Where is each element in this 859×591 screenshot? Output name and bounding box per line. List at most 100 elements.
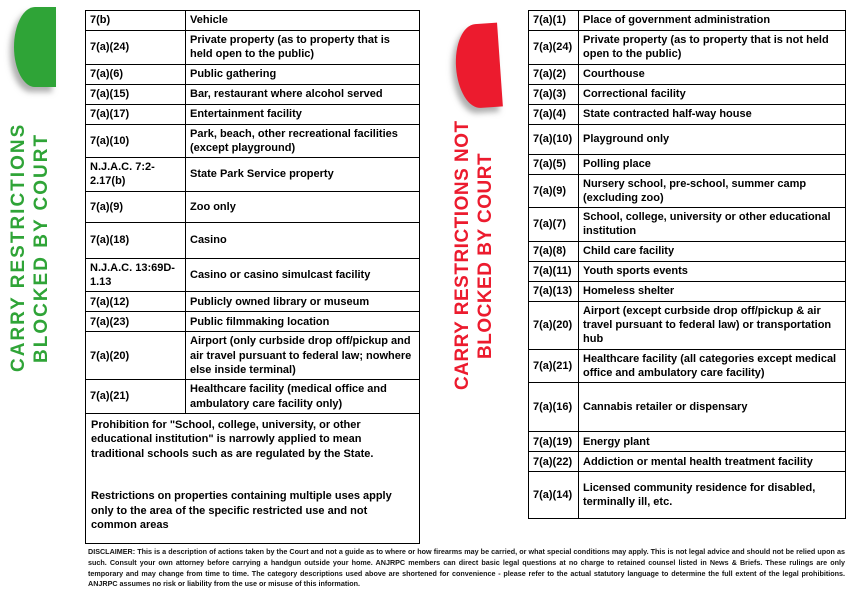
restriction-description-cell: Healthcare facility (all categories exce…: [578, 348, 846, 384]
table-row: 7(a)(16) Cannabis retailer or dispensary: [528, 382, 846, 433]
table-row: 7(a)(14) Licensed community residence for…: [528, 471, 846, 520]
statute-code-cell: 7(a)(20): [528, 300, 579, 350]
blocked-heading-line1: CARRY RESTRICTIONS: [8, 122, 29, 373]
red-semicircle-icon: [453, 22, 503, 110]
restriction-description-cell: Casino or casino simulcast facility: [185, 257, 420, 293]
statute-code-cell: 7(a)(8): [528, 240, 579, 262]
restriction-description-cell: State contracted half-way house: [578, 103, 846, 125]
statute-code-cell: N.J.A.C. 7:2-2.17(b): [85, 157, 186, 192]
statute-code-cell: 7(a)(1): [528, 10, 579, 31]
statute-code-cell: 7(a)(18): [85, 221, 186, 259]
table-row: 7(a)(12) Publicly owned library or museum: [85, 291, 420, 313]
table-row: 7(a)(23) Public filmmaking location: [85, 311, 420, 333]
restriction-description-cell: Entertainment facility: [185, 103, 420, 125]
restriction-description-cell: Park, beach, other recreational faciliti…: [185, 123, 420, 159]
table-row: 7(a)(9) Nursery school, pre-school, summe…: [528, 173, 846, 209]
statute-code-cell: 7(a)(24): [85, 30, 186, 65]
blocked-heading: CARRY RESTRICTIONS BLOCKED BY COURT: [8, 100, 54, 395]
statute-code-cell: 7(a)(2): [528, 63, 579, 85]
statute-code-cell: 7(a)(13): [528, 280, 579, 302]
statute-code-cell: 7(a)(24): [528, 30, 579, 65]
statute-code-cell: 7(a)(20): [85, 331, 186, 381]
restriction-description-cell: Polling place: [578, 153, 846, 175]
footnote-cell: Prohibition for "School, college, univer…: [85, 412, 420, 544]
green-semicircle-icon: [14, 7, 56, 87]
table-row: 7(a)(13) Homeless shelter: [528, 280, 846, 302]
table-row: 7(a)(15) Bar, restaurant where alcohol se…: [85, 83, 420, 105]
restriction-description-cell: Casino: [185, 221, 420, 259]
restriction-description-cell: State Park Service property: [185, 157, 420, 192]
restriction-description-cell: Child care facility: [578, 240, 846, 262]
statute-code-cell: 7(a)(15): [85, 83, 186, 105]
statute-code-cell: N.J.A.C. 13:69D-1.13: [85, 257, 186, 293]
restriction-description-cell: Place of government administration: [578, 10, 846, 31]
restriction-description-cell: Healthcare facility (medical office and …: [185, 379, 420, 414]
restriction-description-cell: School, college, university or other edu…: [578, 207, 846, 242]
blocked-restrictions-table: 7(b) Vehicle 7(a)(24) Private property (as …: [85, 10, 420, 544]
table-row: 7(a)(17) Entertainment facility: [85, 103, 420, 125]
statute-code-cell: 7(a)(23): [85, 311, 186, 333]
table-row: 7(a)(22) Addiction or mental health treat…: [528, 451, 846, 473]
table-row: 7(a)(11) Youth sports events: [528, 260, 846, 282]
restriction-description-cell: Bar, restaurant where alcohol served: [185, 83, 420, 105]
table-row: 7(a)(4) State contracted half-way house: [528, 103, 846, 125]
table-row: 7(a)(21) Healthcare facility (all categor…: [528, 348, 846, 384]
table-row: 7(a)(2) Courthouse: [528, 63, 846, 85]
table-row: 7(a)(7) School, college, university or ot…: [528, 207, 846, 242]
table-row: 7(a)(18) Casino: [85, 221, 420, 259]
table-row: 7(a)(20) Airport (except curbside drop of…: [528, 300, 846, 350]
restriction-description-cell: Youth sports events: [578, 260, 846, 282]
restriction-description-cell: Vehicle: [185, 10, 420, 31]
footnote-paragraph-1: Prohibition for "School, college, univer…: [91, 418, 374, 460]
table-row: 7(a)(10) Park, beach, other recreational …: [85, 123, 420, 159]
restriction-description-cell: Playground only: [578, 123, 846, 155]
blocked-heading-line2: BLOCKED BY COURT: [30, 132, 52, 363]
statute-code-cell: 7(a)(19): [528, 431, 579, 453]
footnote-spacer: [91, 461, 413, 489]
restriction-description-cell: Homeless shelter: [578, 280, 846, 302]
statute-code-cell: 7(b): [85, 10, 186, 31]
statute-code-cell: 7(a)(7): [528, 207, 579, 242]
statute-code-cell: 7(a)(21): [85, 379, 186, 414]
table-row: 7(b) Vehicle: [85, 10, 420, 31]
statute-code-cell: 7(a)(22): [528, 451, 579, 473]
table-row: 7(a)(20) Airport (only curbside drop off/…: [85, 331, 420, 381]
footnote-paragraph-2: Restrictions on properties containing mu…: [91, 490, 392, 532]
statute-code-cell: 7(a)(11): [528, 260, 579, 282]
restriction-description-cell: Nursery school, pre-school, summer camp …: [578, 173, 846, 209]
restriction-description-cell: Public filmmaking location: [185, 311, 420, 333]
table-row: 7(a)(8) Child care facility: [528, 240, 846, 262]
restriction-description-cell: Licensed community residence for disable…: [578, 471, 846, 520]
table-row: N.J.A.C. 13:69D-1.13 Casino or casino sim…: [85, 257, 420, 293]
table-row: 7(a)(9) Zoo only: [85, 190, 420, 223]
table-row: 7(a)(24) Private property (as to property…: [85, 30, 420, 65]
statute-code-cell: 7(a)(10): [528, 123, 579, 155]
restriction-description-cell: Airport (only curbside drop off/pickup a…: [185, 331, 420, 381]
table-row: 7(a)(21) Healthcare facility (medical off…: [85, 379, 420, 414]
table-row: 7(a)(10) Playground only: [528, 123, 846, 155]
statute-code-cell: 7(a)(4): [528, 103, 579, 125]
table-row: 7(a)(1) Place of government administratio…: [528, 10, 846, 31]
restriction-description-cell: Courthouse: [578, 63, 846, 85]
restriction-description-cell: Private property (as to property that is…: [185, 30, 420, 65]
not-blocked-heading: CARRY RESTRICTIONS NOT BLOCKED BY COURT: [452, 120, 498, 390]
disclaimer-text: DISCLAIMER: This is a description of act…: [88, 547, 845, 589]
statute-code-cell: 7(a)(12): [85, 291, 186, 313]
table-row: 7(a)(3) Correctional facility: [528, 83, 846, 105]
table-footnote-row: Prohibition for "School, college, univer…: [85, 412, 420, 544]
statute-code-cell: 7(a)(3): [528, 83, 579, 105]
statute-code-cell: 7(a)(17): [85, 103, 186, 125]
not-blocked-heading-line1: CARRY RESTRICTIONS NOT: [452, 120, 473, 390]
restriction-description-cell: Airport (except curbside drop off/pickup…: [578, 300, 846, 350]
restriction-description-cell: Public gathering: [185, 63, 420, 85]
table-row: 7(a)(24) Private property (as to property…: [528, 30, 846, 65]
statute-code-cell: 7(a)(5): [528, 153, 579, 175]
table-row: N.J.A.C. 7:2-2.17(b) State Park Service p…: [85, 157, 420, 192]
restriction-description-cell: Private property (as to property that is…: [578, 30, 846, 65]
table-row: 7(a)(19) Energy plant: [528, 431, 846, 453]
statute-code-cell: 7(a)(16): [528, 382, 579, 433]
restriction-description-cell: Addiction or mental health treatment fac…: [578, 451, 846, 473]
statute-code-cell: 7(a)(14): [528, 471, 579, 520]
restriction-description-cell: Cannabis retailer or dispensary: [578, 382, 846, 433]
